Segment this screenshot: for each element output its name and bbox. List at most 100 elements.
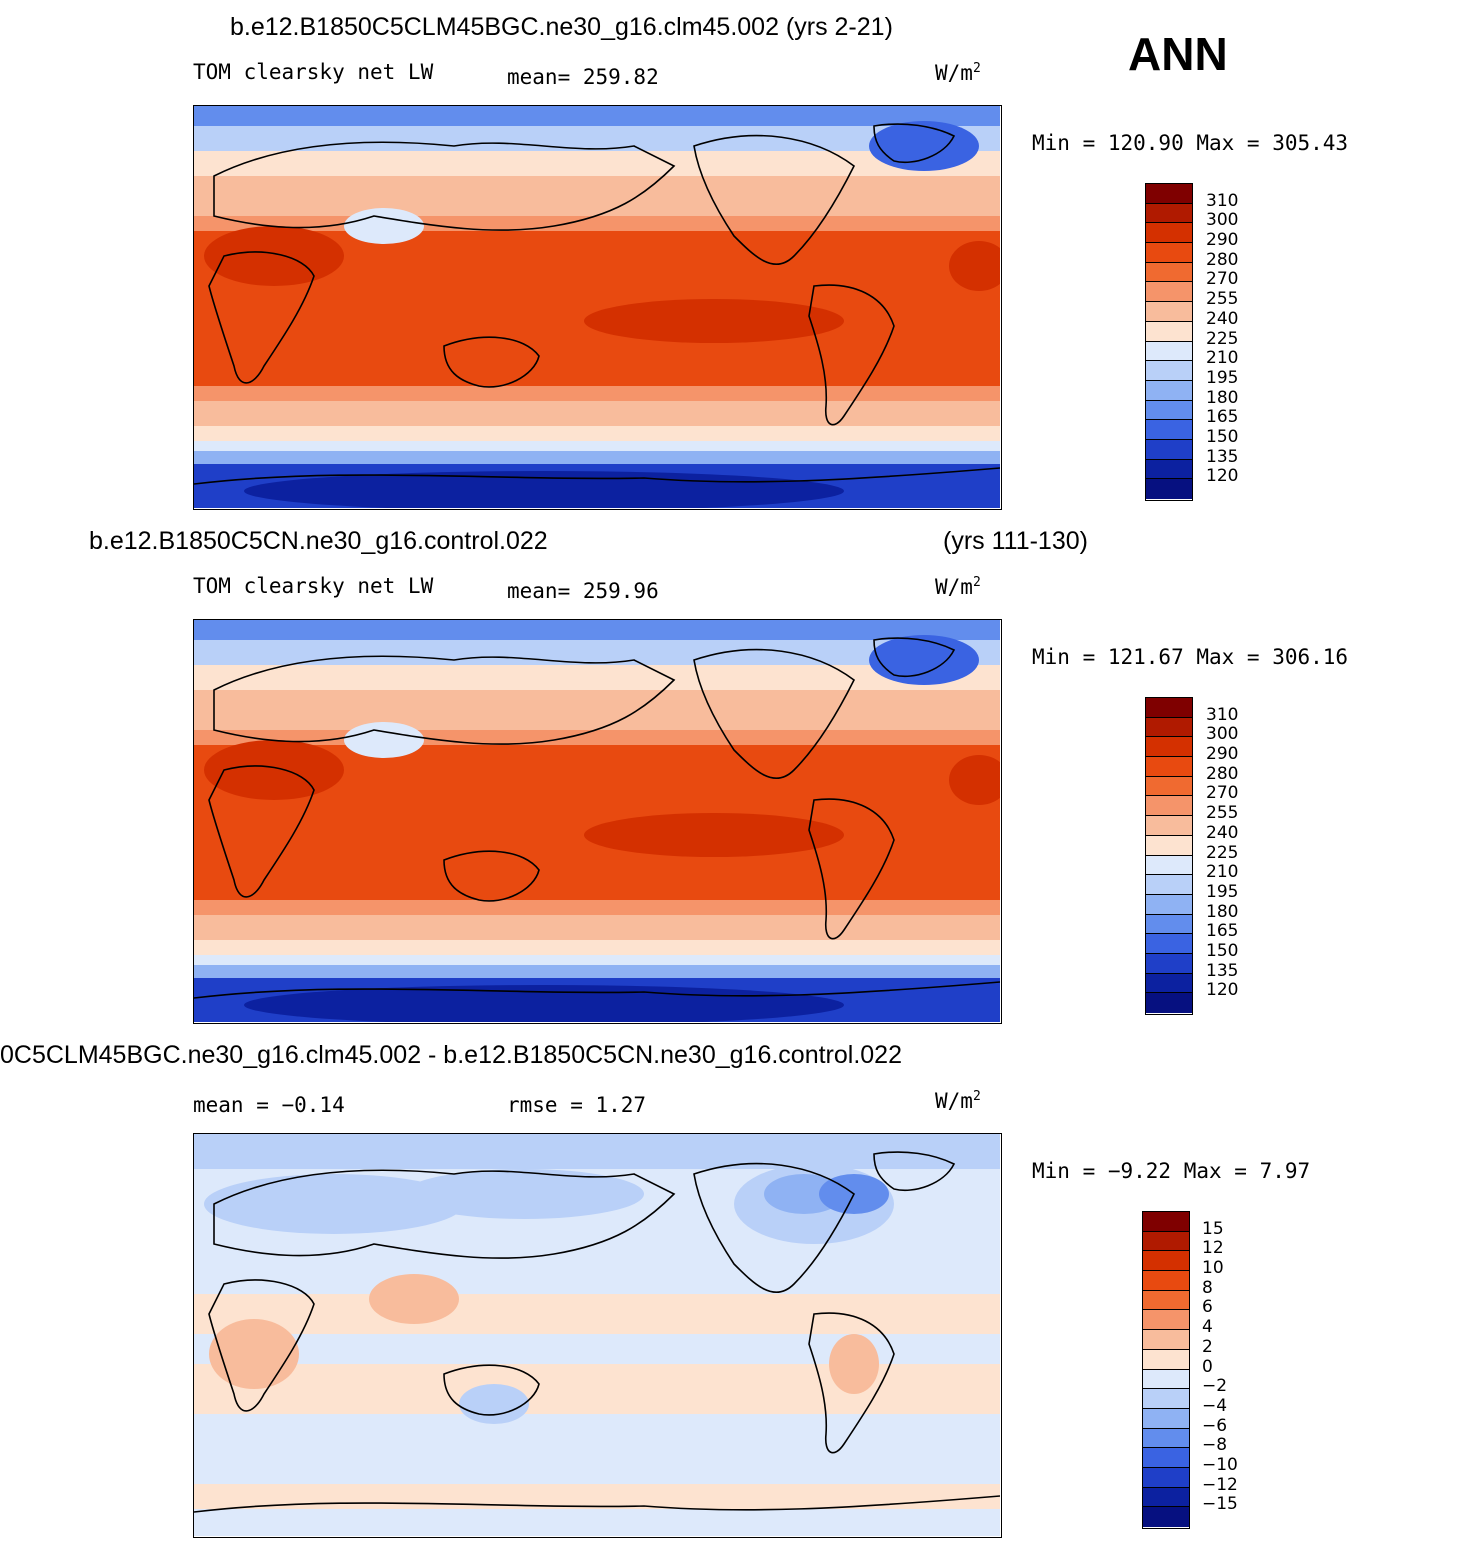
panel1-colorbar (1145, 183, 1193, 501)
panel1-colorbar-swatch (1146, 223, 1192, 244)
panel2-colorbar (1145, 697, 1193, 1015)
panel2-colorbar-swatch (1146, 757, 1192, 777)
panel3-colorbar-swatch (1143, 1467, 1189, 1488)
panel3-colorbar-tick-label: 12 (1202, 1238, 1224, 1259)
panel1-colorbar-tick-label: 300 (1206, 210, 1239, 231)
panel3-mean: mean = −0.14 (193, 1093, 345, 1117)
panel3-colorbar-tick-label: −12 (1202, 1474, 1238, 1495)
panel3-colorbar-tick-label: −2 (1202, 1376, 1228, 1397)
panel2-colorbar-tick-label: 280 (1206, 763, 1239, 784)
panel2-title-years: (yrs 111-130) (943, 527, 1088, 555)
panel1-colorbar-swatch (1146, 439, 1192, 460)
panel1-colorbar-tick-label: 255 (1206, 289, 1239, 310)
panel3-colorbar-swatch (1143, 1389, 1189, 1409)
panel3-colorbar-swatch (1143, 1290, 1189, 1311)
panel2-colorbar-tick-label: 290 (1206, 744, 1239, 765)
panel3-colorbar-tick-label: −15 (1202, 1494, 1238, 1515)
panel2-colorbar-swatch (1146, 914, 1192, 935)
panel2-colorbar-tick-label: 240 (1206, 822, 1239, 843)
panel2-colorbar-swatch (1146, 875, 1192, 895)
panel1-colorbar-tick-label: 180 (1206, 387, 1239, 408)
panel2-minmax: Min = 121.67 Max = 306.16 (1032, 645, 1349, 669)
panel3-colorbar-tick-label: 2 (1202, 1336, 1213, 1357)
panel2-colorbar-tick-label: 225 (1206, 842, 1239, 863)
panel1-colorbar-swatch (1146, 341, 1192, 362)
panel1-colorbar-swatch (1146, 321, 1192, 342)
panel3-colorbar-tick-label: 10 (1202, 1258, 1224, 1279)
panel3-colorbar-swatch (1143, 1408, 1189, 1429)
panel1-colorbar-tick-label: 290 (1206, 230, 1239, 251)
panel2-colorbar-swatch (1146, 953, 1192, 974)
panel1-colorbar-swatch (1146, 203, 1192, 224)
panel3-colorbar-swatch (1143, 1349, 1189, 1370)
panel2-map (193, 619, 1002, 1024)
panel1-variable-label: TOM clearsky net LW (193, 60, 434, 84)
panel1-colorbar-tick-label: 225 (1206, 328, 1239, 349)
panel3-colorbar-swatch (1143, 1251, 1189, 1272)
panel3-rmse: rmse = 1.27 (507, 1093, 647, 1117)
panel1-colorbar-swatch (1146, 243, 1192, 263)
panel1-colorbar-tick-label: 270 (1206, 269, 1239, 290)
panel2-variable-label: TOM clearsky net LW (193, 574, 434, 598)
panel1-colorbar-tick-label: 150 (1206, 426, 1239, 447)
panel2-colorbar-tick-label: 120 (1206, 980, 1239, 1001)
panel3-colorbar (1142, 1211, 1190, 1529)
panel1-colorbar-tick-label: 165 (1206, 407, 1239, 428)
panel2-units: W/m2 (935, 575, 981, 599)
panel1-colorbar-swatch (1146, 262, 1192, 283)
panel1-colorbar-swatch (1146, 184, 1192, 204)
panel3-colorbar-tick-label: 15 (1202, 1218, 1224, 1239)
panel3-colorbar-swatch (1143, 1310, 1189, 1331)
panel1-colorbar-swatch (1146, 420, 1192, 440)
panel2-colorbar-swatch (1146, 973, 1192, 994)
panel2-colorbar-tick-label: 195 (1206, 881, 1239, 902)
panel1-map (193, 105, 1002, 510)
panel2-colorbar-tick-label: 310 (1206, 704, 1239, 725)
panel1-colorbar-tick-label: 240 (1206, 308, 1239, 329)
panel1-colorbar-tick-label: 135 (1206, 446, 1239, 467)
panel3-map (193, 1133, 1002, 1538)
panel3-colorbar-swatch (1143, 1507, 1189, 1527)
panel3-colorbar-swatch (1143, 1369, 1189, 1390)
panel2-colorbar-tick-label: 210 (1206, 862, 1239, 883)
panel1-colorbar-tick-label: 280 (1206, 249, 1239, 270)
panel2-colorbar-swatch (1146, 934, 1192, 954)
panel3-minmax: Min = −9.22 Max = 7.97 (1032, 1159, 1311, 1183)
panel3-colorbar-tick-label: −6 (1202, 1415, 1228, 1436)
panel2-colorbar-swatch (1146, 993, 1192, 1013)
panel3-colorbar-swatch (1143, 1212, 1189, 1232)
panel2-colorbar-swatch (1146, 717, 1192, 738)
panel1-colorbar-swatch (1146, 380, 1192, 401)
panel1-minmax: Min = 120.90 Max = 305.43 (1032, 131, 1349, 155)
season-label: ANN (1128, 28, 1228, 80)
panel2-colorbar-swatch (1146, 894, 1192, 915)
panel3-colorbar-tick-label: 6 (1202, 1297, 1213, 1318)
panel3-units: W/m2 (935, 1089, 981, 1113)
panel1-title: b.e12.B1850C5CLM45BGC.ne30_g16.clm45.002… (230, 13, 893, 41)
panel1-colorbar-swatch (1146, 400, 1192, 421)
panel3-colorbar-swatch (1143, 1448, 1189, 1468)
panel3-colorbar-tick-label: −8 (1202, 1435, 1228, 1456)
panel2-mean: mean= 259.96 (507, 579, 659, 603)
panel2-colorbar-swatch (1146, 776, 1192, 797)
panel2-colorbar-tick-label: 255 (1206, 803, 1239, 824)
panel2-colorbar-swatch (1146, 698, 1192, 718)
panel1-colorbar-tick-label: 195 (1206, 367, 1239, 388)
panel2-colorbar-swatch (1146, 737, 1192, 758)
panel2-colorbar-swatch (1146, 835, 1192, 856)
panel2-colorbar-tick-label: 180 (1206, 901, 1239, 922)
panel2-colorbar-tick-label: 165 (1206, 921, 1239, 942)
panel2-colorbar-swatch (1146, 796, 1192, 817)
panel2-colorbar-tick-label: 150 (1206, 940, 1239, 961)
panel3-colorbar-tick-label: 0 (1202, 1356, 1213, 1377)
panel3-title: 0C5CLM45BGC.ne30_g16.clm45.002 - b.e12.B… (0, 1041, 902, 1069)
panel3-colorbar-swatch (1143, 1428, 1189, 1449)
panel1-units: W/m2 (935, 61, 981, 85)
panel2-colorbar-swatch (1146, 855, 1192, 876)
panel3-colorbar-tick-label: 4 (1202, 1317, 1213, 1338)
panel1-colorbar-swatch (1146, 282, 1192, 303)
panel2-colorbar-tick-label: 300 (1206, 724, 1239, 745)
panel3-colorbar-swatch (1143, 1330, 1189, 1350)
panel2-title: b.e12.B1850C5CN.ne30_g16.control.022 (89, 527, 548, 555)
panel3-colorbar-swatch (1143, 1271, 1189, 1291)
